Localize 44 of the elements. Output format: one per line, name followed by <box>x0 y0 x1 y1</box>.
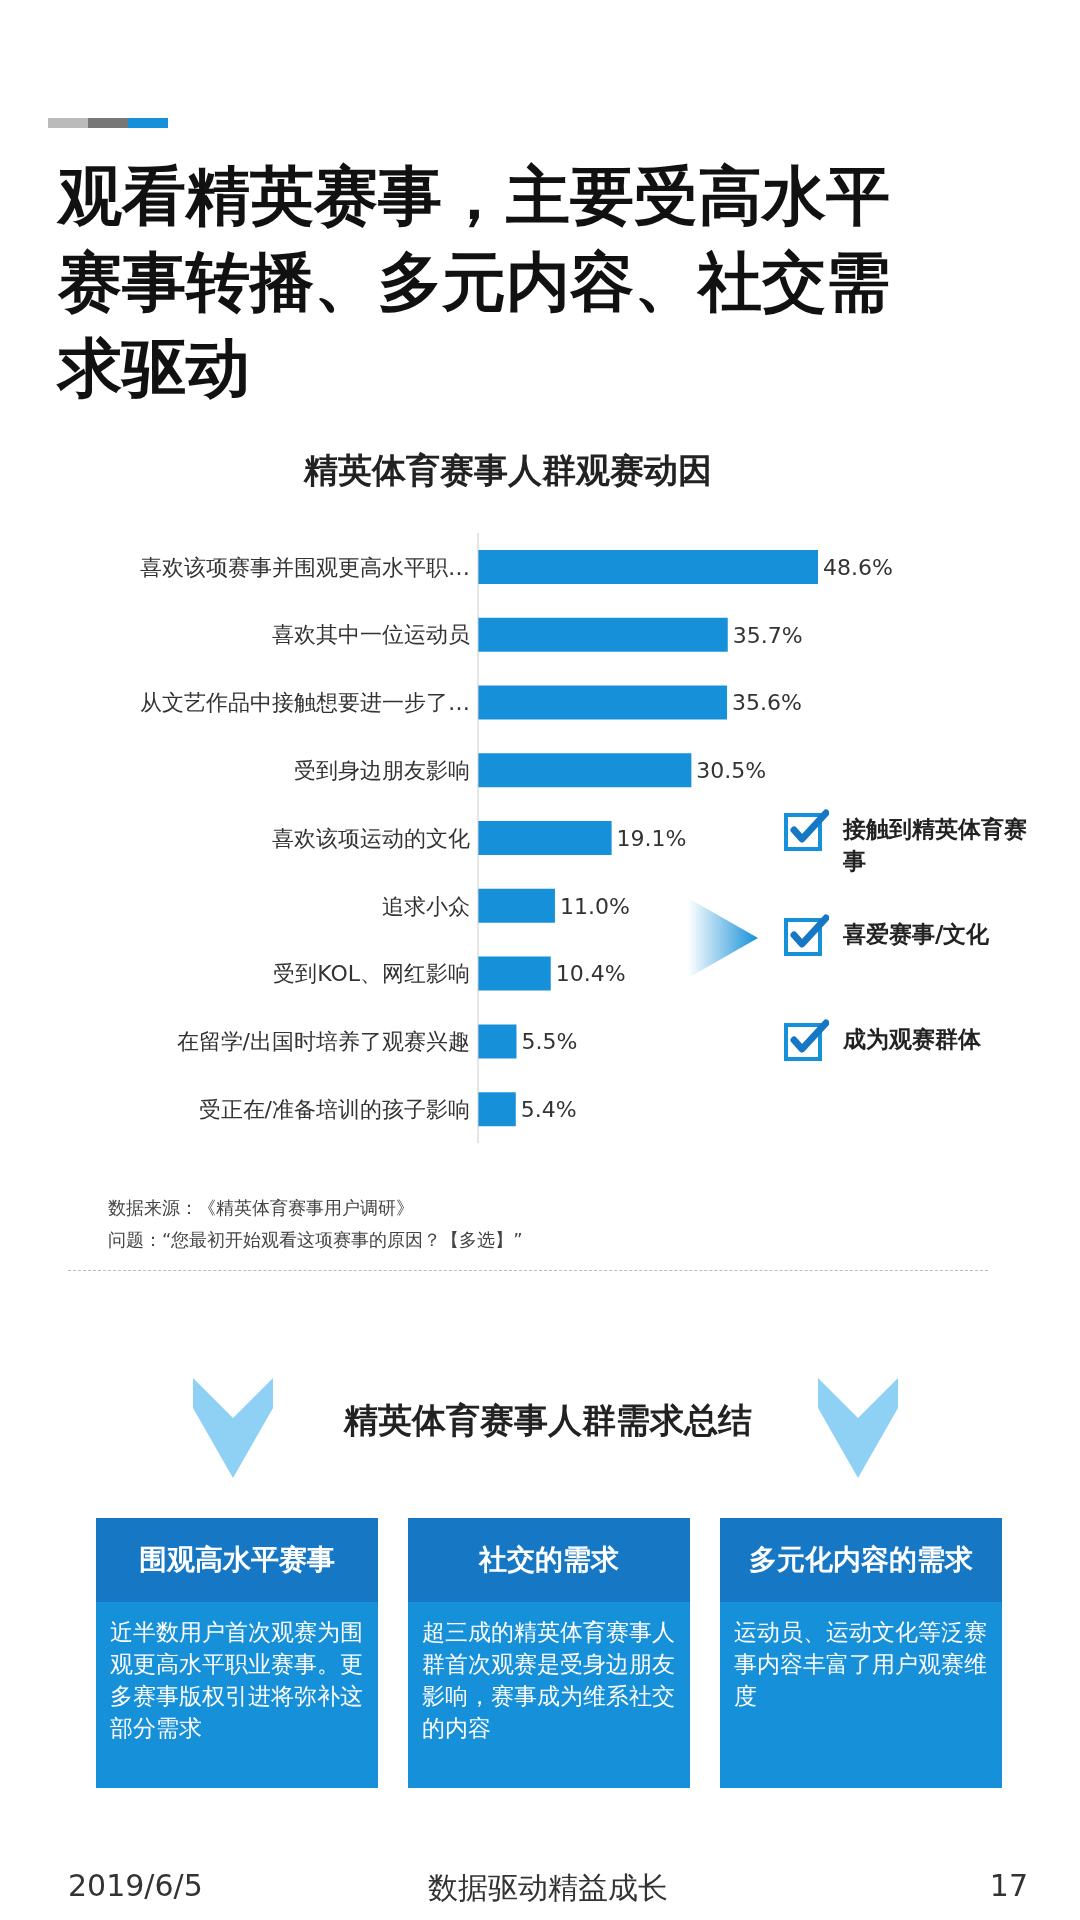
category-label: 多元化内容的需求 <box>720 1518 1002 1602</box>
y-tick-label: 受到KOL、网红影响 <box>273 961 470 987</box>
chart-title: 精英体育赛事人群观赛动因 <box>302 449 713 492</box>
y-tick-label: 在留学/出国时培养了观赛兴趣 <box>176 1029 470 1055</box>
category-label: 围观高水平赛事 <box>96 1518 378 1602</box>
data-label: 35.6% <box>732 690 802 716</box>
text: 数据驱动精益成长 <box>427 1869 669 1907</box>
text: 超三成的精英体育赛事人群首次观赛是受身边朋友影响，赛事成为维系社交的内容 <box>421 1618 676 1743</box>
text: 运动员、运动文化等泛赛事内容丰富了用户观赛维度 <box>733 1618 988 1711</box>
y-tick-label: 喜欢其中一位运动员 <box>272 622 470 648</box>
text: 接触到精英体育赛事 <box>843 815 1028 876</box>
text: 精英体育赛事人群需求总结 <box>342 1399 753 1442</box>
data-label: 30.5% <box>696 758 767 784</box>
text: 观看精英赛事，主要受高水平赛事转播、多元内容、社交需求驱动 <box>58 158 891 407</box>
data-label: 5.4% <box>520 1096 577 1122</box>
bar <box>478 956 551 991</box>
text: 近半数用户首次观赛为围观更高水平职业赛事。更多赛事版权引进将弥补这部分需求 <box>109 1618 364 1743</box>
data-label: 48.6% <box>823 554 893 580</box>
bar <box>478 685 728 720</box>
text: 喜爱赛事/文化 <box>843 920 991 949</box>
category-label: 社交的需求 <box>408 1518 690 1602</box>
data-label: 35.7% <box>732 622 803 648</box>
bar <box>478 1024 517 1059</box>
y-tick-label: 从文艺作品中接触想要进一步了… <box>140 690 470 716</box>
y-tick-label: 受正在/准备培训的孩子影响 <box>198 1096 470 1122</box>
source-note: 数据来源：《精英体育赛事用户调研》 <box>108 1196 414 1220</box>
bar <box>478 1092 516 1127</box>
text: 问题：“您最初开始观看这项赛事的原因？【多选】” <box>108 1228 523 1252</box>
text: 成为观赛群体 <box>843 1025 982 1054</box>
bar <box>478 549 818 584</box>
data-label: 19.1% <box>616 825 687 851</box>
y-tick-label: 喜欢该项赛事并围观更高水平职… <box>140 554 470 580</box>
y-tick-label: 喜欢该项运动的文化 <box>272 825 470 851</box>
y-tick-label: 追求小众 <box>382 893 470 919</box>
bar <box>478 888 555 923</box>
bar <box>478 753 692 788</box>
data-label: 5.5% <box>521 1029 578 1055</box>
text: 17 <box>988 1868 1028 1903</box>
text: 2019/6/5 <box>68 1868 204 1903</box>
data-label: 11.0% <box>559 893 630 919</box>
data-label: 10.4% <box>555 961 626 987</box>
bar <box>478 821 612 856</box>
y-tick-label: 受到身边朋友影响 <box>294 758 470 784</box>
bar <box>478 617 728 652</box>
